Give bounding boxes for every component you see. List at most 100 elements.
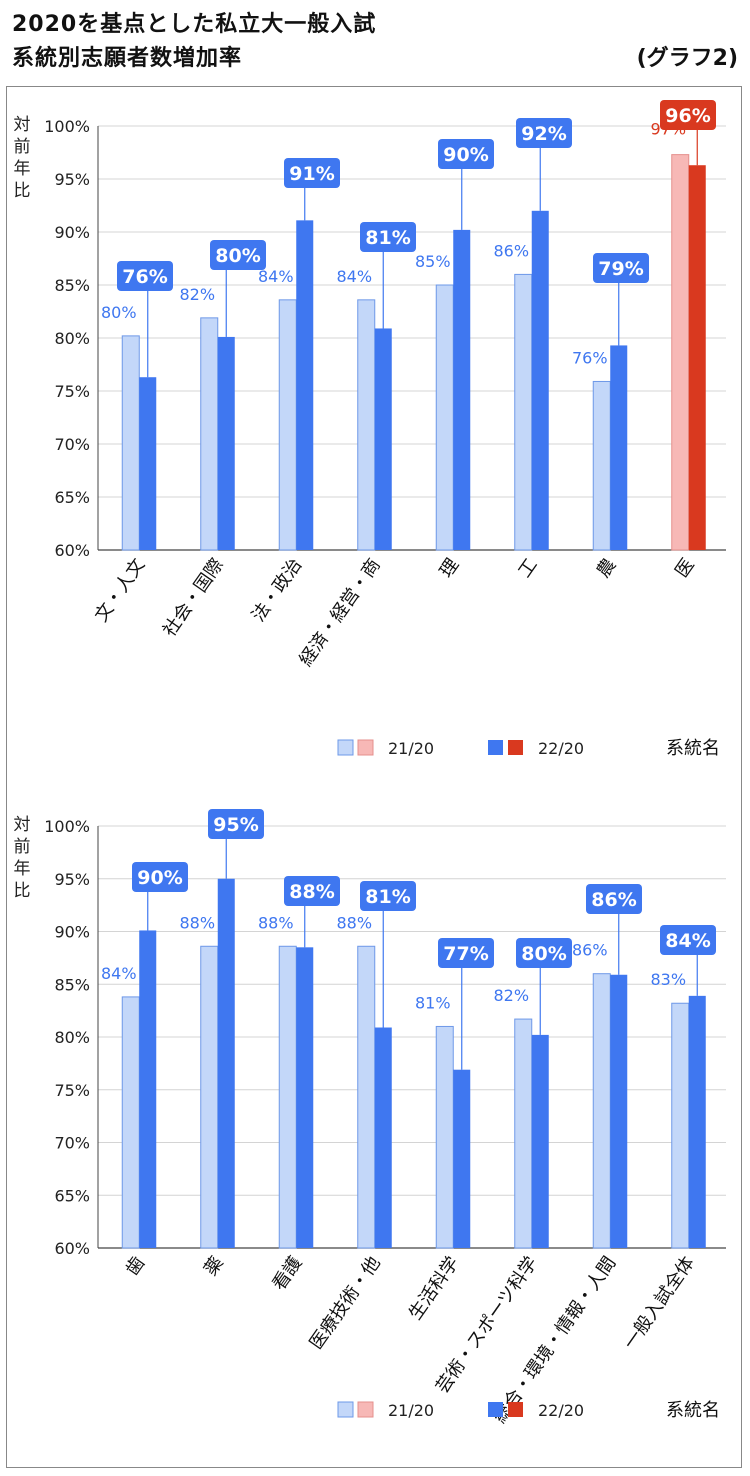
x-tick-label: 理 <box>436 555 464 582</box>
legend-swatch-light-blue <box>337 1401 354 1418</box>
legend-label-21-20: 21/20 <box>388 1401 434 1420</box>
bar-22-20 <box>139 377 157 550</box>
data-label-21-20: 84% <box>258 267 294 286</box>
data-label-pill <box>208 809 264 839</box>
data-label-22-20: 96% <box>665 105 710 127</box>
data-label-21-20: 76% <box>572 348 608 367</box>
bar-21-20 <box>671 154 690 551</box>
data-label-22-20: 80% <box>521 943 566 965</box>
x-tick-label: 文・人文 <box>91 555 149 626</box>
legend-swatch-light-blue <box>337 739 354 756</box>
x-tick-label: 生活科学 <box>405 1253 463 1324</box>
data-label-21-20: 82% <box>493 986 529 1005</box>
y-tick-label: 100% <box>44 117 90 136</box>
data-label-22-20: 86% <box>591 889 636 911</box>
title-line-2: 系統別志願者数増加率 <box>12 46 243 71</box>
bar-22-20 <box>610 345 628 550</box>
data-label-22-20: 90% <box>137 867 182 889</box>
legend-swatch-red <box>508 740 523 755</box>
data-label-21-20: 86% <box>493 241 529 260</box>
data-label-22-20: 88% <box>289 881 334 903</box>
data-label-pill <box>210 240 266 270</box>
bar-21-20 <box>435 284 454 551</box>
x-tick-label: 農 <box>593 555 621 582</box>
legend-label-21-20: 21/20 <box>388 739 434 758</box>
data-label-pill <box>284 158 340 188</box>
bar-22-20 <box>217 336 235 550</box>
legend-swatch-light-red <box>357 739 374 756</box>
title-line-1: 2020を基点とした私立大一般入試 <box>12 12 377 37</box>
legend-swatch-blue <box>488 740 503 755</box>
data-label-pill <box>660 925 716 955</box>
bar-22-20 <box>610 974 628 1248</box>
bar-22-20 <box>453 229 471 550</box>
bar-22-20 <box>374 328 392 550</box>
legend-swatch-blue <box>488 1402 503 1417</box>
bar-22-20 <box>296 220 314 550</box>
y-tick-label: 95% <box>54 870 90 889</box>
y-tick-label: 75% <box>54 382 90 401</box>
bar-22-20 <box>296 947 314 1248</box>
x-tick-label: 一般入試全体 <box>620 1253 699 1354</box>
y-axis-label-char: 対 <box>14 115 31 135</box>
bar-22-20 <box>139 930 157 1248</box>
y-tick-label: 65% <box>54 1186 90 1205</box>
data-label-21-20: 81% <box>415 993 451 1012</box>
data-label-pill <box>132 862 188 892</box>
y-tick-label: 100% <box>44 817 90 836</box>
data-label-21-20: 80% <box>101 303 137 322</box>
y-tick-label: 95% <box>54 170 90 189</box>
data-label-21-20: 82% <box>179 285 215 304</box>
data-label-21-20: 84% <box>336 267 372 286</box>
chart-frame <box>6 86 742 1468</box>
data-label-22-20: 91% <box>289 163 334 185</box>
data-label-pill <box>284 876 340 906</box>
bar-22-20 <box>531 1034 549 1248</box>
data-label-21-20: 88% <box>336 913 372 932</box>
legend-label-22-20: 22/20 <box>538 739 584 758</box>
legend-swatch-light-red <box>357 1401 374 1418</box>
data-label-pill <box>660 100 716 130</box>
data-label-pill <box>360 222 416 252</box>
graph-number-label: (グラフ2) <box>636 46 738 71</box>
data-label-21-20: 88% <box>179 913 215 932</box>
y-axis-label-char: 年 <box>14 159 31 179</box>
data-label-pill <box>438 139 494 169</box>
x-tick-label: 法・政治 <box>248 555 306 626</box>
data-label-22-20: 81% <box>365 227 410 249</box>
x-tick-label: 医療技術・他 <box>306 1253 385 1354</box>
bar-21-20 <box>514 1018 533 1249</box>
bar-21-20 <box>671 1002 690 1249</box>
data-label-22-20: 79% <box>598 258 643 280</box>
y-tick-label: 80% <box>54 1028 90 1047</box>
bar-22-20 <box>688 995 706 1248</box>
y-tick-label: 90% <box>54 223 90 242</box>
y-tick-label: 70% <box>54 435 90 454</box>
bar-21-20 <box>278 945 297 1249</box>
x-tick-label: 歯 <box>122 1253 150 1280</box>
data-label-22-20: 95% <box>213 814 258 836</box>
y-tick-label: 75% <box>54 1081 90 1100</box>
data-label-22-20: 90% <box>443 144 488 166</box>
x-axis-label: 系統名 <box>666 738 720 759</box>
data-label-pill <box>360 881 416 911</box>
data-label-22-20: 80% <box>215 245 260 267</box>
x-axis-label: 系統名 <box>666 1400 720 1421</box>
x-tick-label: 経済・経営・商 <box>295 555 384 670</box>
y-axis-label-char: 対 <box>14 815 31 835</box>
y-axis-label-char: 前 <box>14 137 31 157</box>
y-tick-label: 85% <box>54 975 90 994</box>
y-axis-label-char: 年 <box>14 859 31 879</box>
y-tick-label: 80% <box>54 329 90 348</box>
y-tick-label: 85% <box>54 276 90 295</box>
y-tick-label: 90% <box>54 923 90 942</box>
bar-21-20 <box>357 945 376 1249</box>
x-tick-label: 社会・国際 <box>159 555 228 641</box>
data-label-22-20: 76% <box>122 266 167 288</box>
y-tick-label: 60% <box>54 1239 90 1258</box>
data-label-22-20: 92% <box>521 123 566 145</box>
bar-22-20 <box>374 1027 392 1248</box>
data-label-22-20: 81% <box>365 886 410 908</box>
data-label-pill <box>516 118 572 148</box>
